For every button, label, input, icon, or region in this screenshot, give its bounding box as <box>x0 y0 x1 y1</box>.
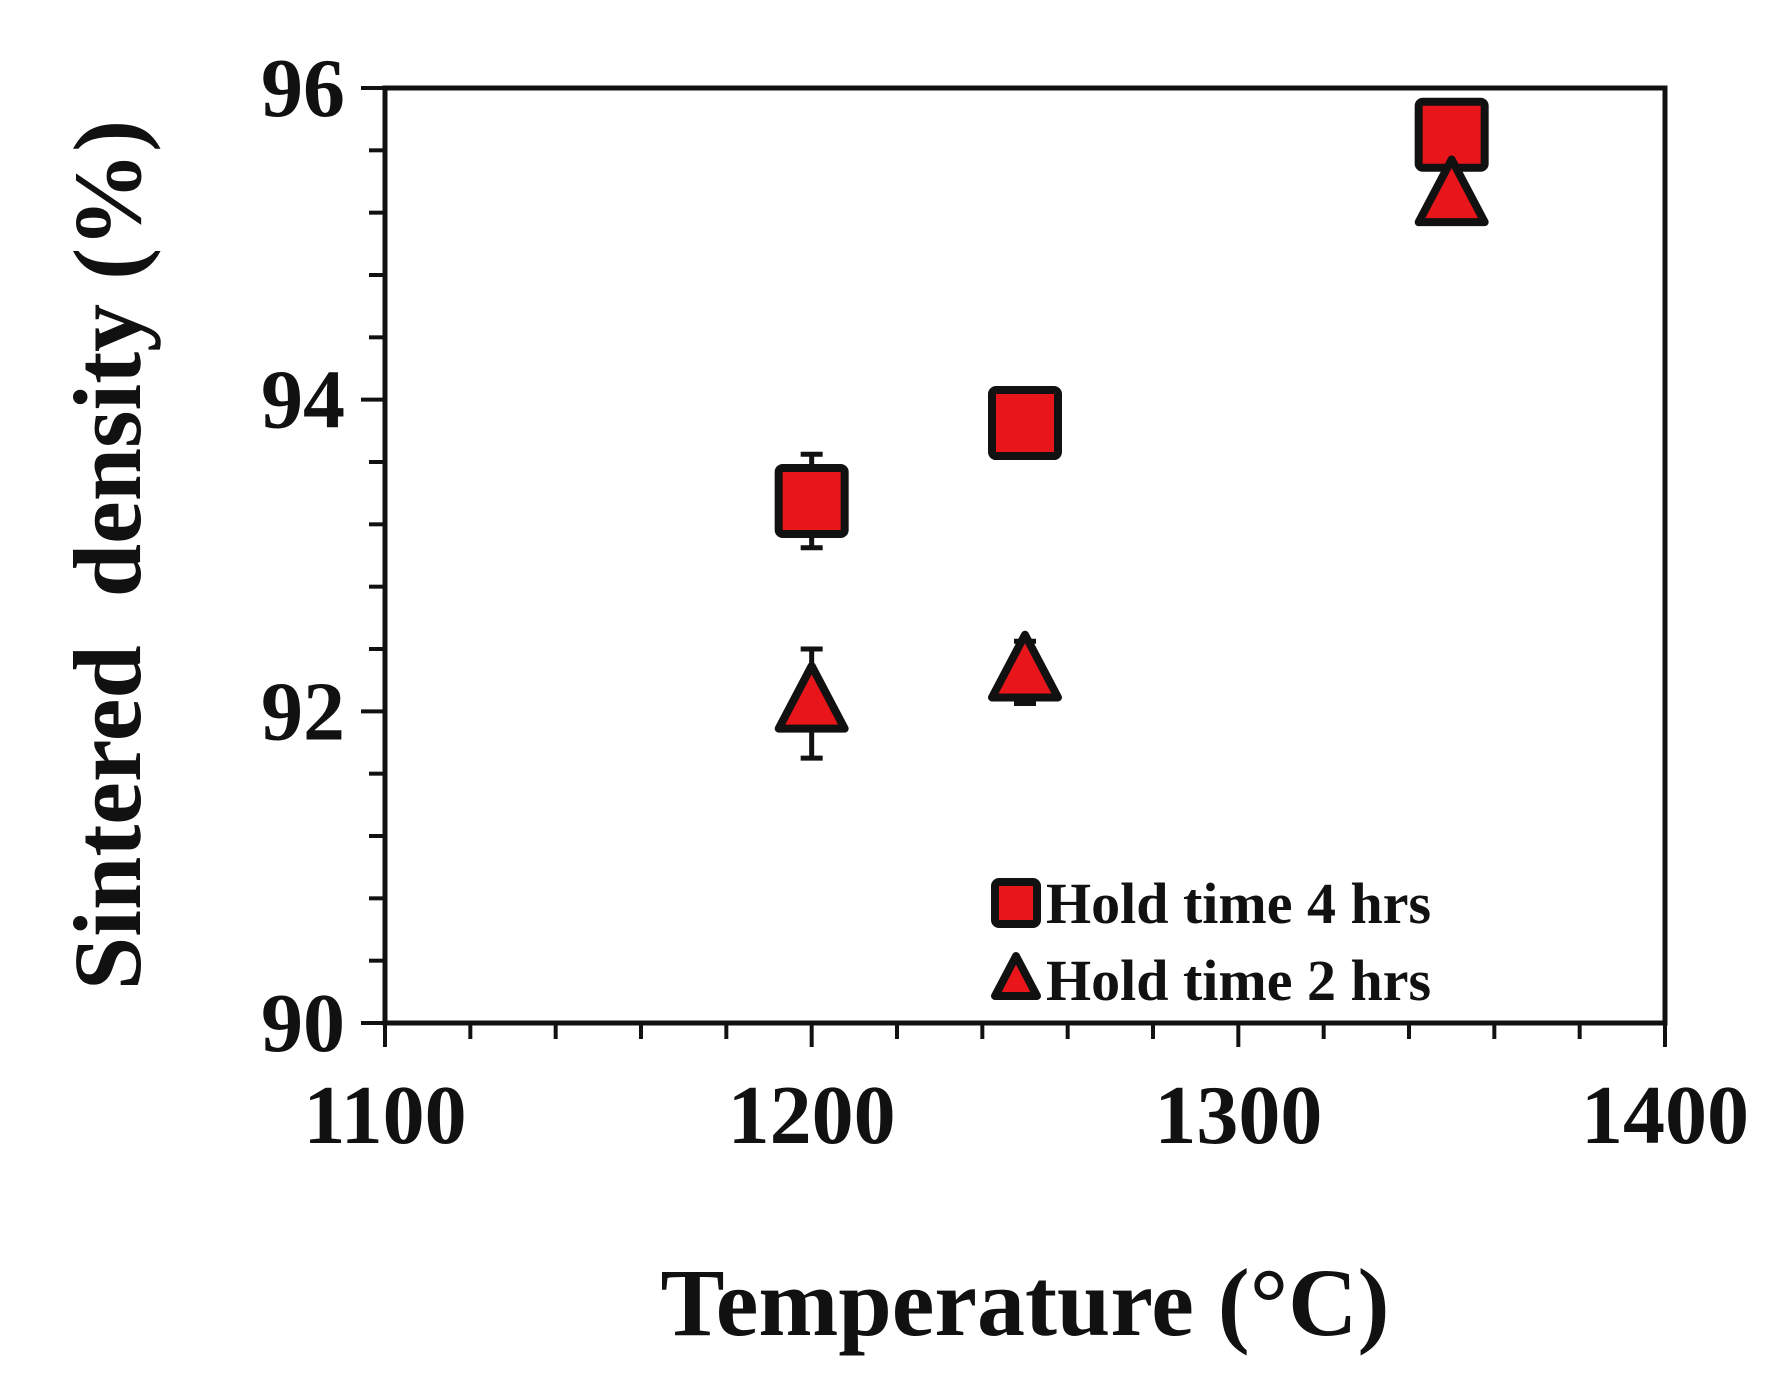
triangle-marker <box>774 661 849 733</box>
data-markers <box>774 97 1489 761</box>
y-tick-label: 92 <box>261 665 345 758</box>
plot-frame <box>382 85 1668 1026</box>
triangle-marker <box>988 630 1062 702</box>
legend-label: Hold time 4 hrs <box>1046 871 1431 936</box>
square-marker <box>988 386 1062 461</box>
x-tick-label: 1100 <box>303 1069 466 1162</box>
tick-labels: 1100 1200 1300 1400 90 92 94 96 <box>261 42 1749 1162</box>
legend: Hold time 4 hrs Hold time 2 hrs <box>991 871 1431 1013</box>
y-axis-title: Sintered density (%) <box>54 120 161 990</box>
triangle-marker <box>1414 155 1489 227</box>
x-axis-title: Temperature (°C) <box>661 1249 1390 1356</box>
y-tick-label: 94 <box>261 354 345 447</box>
y-tick-label: 90 <box>261 977 345 1070</box>
legend-label: Hold time 2 hrs <box>1046 948 1431 1013</box>
legend-square-icon <box>991 878 1041 928</box>
y-tick-label: 96 <box>261 42 345 135</box>
legend-triangle-icon <box>991 952 1041 1000</box>
axis-ticks <box>361 86 1667 1047</box>
x-tick-label: 1200 <box>728 1069 896 1162</box>
x-tick-label: 1400 <box>1581 1069 1749 1162</box>
square-marker <box>774 463 849 538</box>
x-tick-label: 1300 <box>1154 1069 1322 1162</box>
